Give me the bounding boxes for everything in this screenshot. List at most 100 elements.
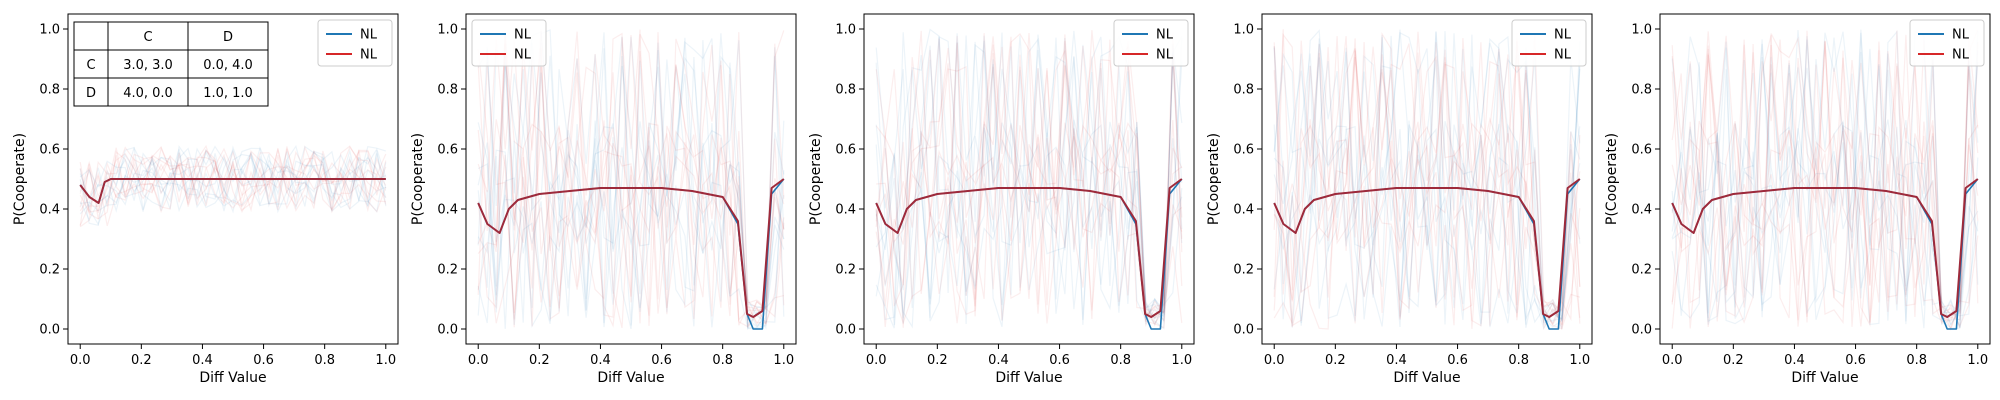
y-axis-label: P(Cooperate) (808, 133, 824, 225)
x-tick-label: 0.4 (1386, 353, 1407, 368)
background-traces (875, 28, 1183, 330)
background-trace (477, 58, 785, 328)
background-trace (477, 42, 785, 317)
x-tick-label: 0.6 (1845, 353, 1866, 368)
y-tick-label: 0.2 (39, 263, 60, 278)
background-trace (1273, 34, 1581, 328)
background-trace (1671, 30, 1979, 324)
series-line-2 (1273, 178, 1581, 318)
background-trace (1671, 30, 1979, 327)
x-tick-label: 0.0 (866, 353, 887, 368)
background-trace (875, 33, 1183, 327)
x-tick-label: 0.8 (712, 353, 733, 368)
y-tick-label: 1.0 (437, 23, 458, 38)
table-cell: 4.0, 0.0 (123, 86, 173, 101)
background-trace (477, 56, 785, 329)
legend-label: NL (1156, 48, 1174, 63)
background-trace (1273, 46, 1581, 326)
legend-box (1909, 19, 1985, 67)
y-tick-label: 0.4 (1631, 203, 1652, 218)
background-trace (477, 32, 785, 328)
background-traces (1273, 29, 1581, 331)
background-trace (79, 145, 387, 210)
background-trace (875, 41, 1183, 327)
x-tick-label: 1.0 (773, 353, 794, 368)
series-line-2 (1671, 178, 1979, 318)
x-tick-label: 1.0 (375, 353, 396, 368)
background-trace (477, 30, 785, 330)
x-tick-label: 0.4 (192, 353, 213, 368)
legend: NL NL (1113, 19, 1189, 67)
x-tick-label: 0.4 (1784, 353, 1805, 368)
x-axis-label: Diff Value (995, 370, 1062, 386)
x-tick-label: 0.0 (1264, 353, 1285, 368)
background-trace (1273, 51, 1581, 328)
background-trace (79, 148, 387, 227)
background-trace (1671, 29, 1979, 315)
background-trace (79, 145, 386, 226)
background-trace (79, 147, 387, 214)
background-traces (79, 144, 387, 228)
x-tick-label: 0.6 (1447, 353, 1468, 368)
background-trace (1671, 60, 1979, 329)
background-trace (79, 144, 387, 213)
background-trace (1671, 44, 1979, 327)
background-trace (477, 30, 785, 328)
background-trace (1273, 35, 1581, 325)
background-trace (1273, 29, 1581, 331)
payoff-table: C DC 3.0, 3.0 0.0, 4.0D 4.0, 0.0 1.0, 1.0 (73, 21, 269, 107)
background-trace (79, 145, 386, 215)
table-frame (73, 21, 269, 107)
background-trace (79, 151, 387, 227)
background-trace (875, 45, 1183, 326)
background-trace (875, 36, 1183, 329)
background-trace (875, 30, 1183, 321)
y-tick-label: 0.6 (1631, 143, 1652, 158)
background-trace (1273, 31, 1581, 330)
legend: NL NL (471, 19, 547, 67)
background-trace (477, 43, 785, 321)
x-axis-label: Diff Value (1791, 370, 1858, 386)
y-tick-label: 1.0 (1631, 23, 1652, 38)
background-trace (1273, 40, 1581, 327)
background-trace (1671, 51, 1979, 317)
y-axis-label: P(Cooperate) (12, 133, 28, 225)
legend-label: NL (1952, 48, 1970, 63)
background-trace (1671, 29, 1979, 326)
background-trace (1671, 32, 1979, 328)
chart-panel-5: 0.0 0.2 0.4 0.6 0.8 1.0 0.0 0.2 0.4 0.6 0.8 1.0 Diff… (1604, 13, 1991, 386)
background-trace (79, 145, 387, 226)
legend-box (471, 19, 547, 67)
background-trace (1671, 50, 1979, 328)
y-tick-label: 0.8 (1631, 83, 1652, 98)
x-tick-label: 0.0 (70, 353, 91, 368)
legend-label: NL (1156, 28, 1174, 43)
y-tick-label: 0.8 (437, 83, 458, 98)
background-trace (477, 32, 785, 328)
x-tick-label: 0.4 (590, 353, 611, 368)
legend-label: NL (514, 28, 532, 43)
background-trace (1273, 31, 1581, 328)
y-tick-label: 0.6 (835, 143, 856, 158)
background-trace (79, 148, 387, 214)
x-axis-label: Diff Value (1393, 370, 1460, 386)
y-tick-label: 1.0 (39, 23, 60, 38)
background-trace (79, 145, 387, 227)
axes-frame (1659, 13, 1991, 345)
legend-label: NL (360, 28, 378, 43)
background-trace (1273, 31, 1581, 325)
background-trace (477, 33, 785, 327)
background-trace (1273, 36, 1581, 327)
series-line-2 (79, 178, 386, 204)
y-tick-label: 0.6 (39, 143, 60, 158)
background-trace (1671, 39, 1979, 331)
x-tick-label: 0.6 (253, 353, 274, 368)
background-trace (477, 29, 784, 326)
background-trace (875, 36, 1183, 324)
x-axis-label: Diff Value (597, 370, 664, 386)
background-trace (1273, 38, 1581, 330)
y-tick-label: 0.6 (437, 143, 458, 158)
table-cell: 0.0, 4.0 (203, 58, 253, 73)
chart-panel-3: 0.0 0.2 0.4 0.6 0.8 1.0 0.0 0.2 0.4 0.6 0.8 1.0 Diff… (808, 13, 1195, 386)
background-trace (876, 32, 1183, 318)
